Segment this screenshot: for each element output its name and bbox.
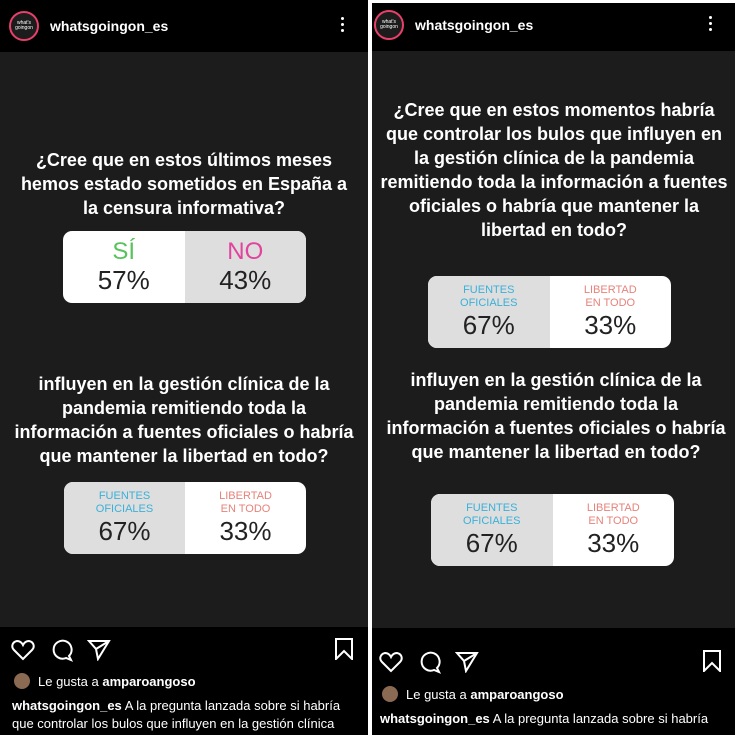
- poll-option-si: SÍ 57%: [97, 238, 150, 296]
- poll-option-fuentes: FUENTES OFICIALES 67%: [64, 482, 185, 554]
- share-icon[interactable]: [455, 651, 479, 673]
- comment-icon[interactable]: [417, 650, 441, 674]
- poll-widget-4: FUENTES OFICIALES 67% LIBERTAD EN TODO 3…: [431, 494, 674, 566]
- poll-question-2: influyen en la gestión clínica de la pan…: [14, 374, 354, 466]
- username-2[interactable]: whatsgoingon_es: [415, 17, 534, 33]
- likes-line: Le gusta a amparoangoso: [14, 673, 196, 689]
- poll-option-libertad-3: LIBERTAD EN TODO 33%: [586, 502, 640, 558]
- share-icon[interactable]: [87, 639, 111, 661]
- comment-icon[interactable]: [49, 638, 73, 662]
- profile-avatar-2[interactable]: what's goingon: [374, 10, 404, 40]
- profile-avatar[interactable]: what's goingon: [9, 11, 39, 41]
- liker-username-2[interactable]: amparoangoso: [470, 686, 564, 702]
- bookmark-icon[interactable]: [702, 650, 722, 672]
- poll-option-no: NO 43%: [184, 231, 306, 303]
- caption: whatsgoingon_es A la pregunta lanzada so…: [12, 698, 341, 731]
- liker-avatar-2: [382, 686, 398, 702]
- post-right-bottom: influyen en la gestión clínica de la pan…: [372, 366, 735, 735]
- post-left: what's goingon whatsgoingon_es ¿Cree que…: [0, 0, 368, 735]
- liker-username[interactable]: amparoangoso: [102, 673, 196, 689]
- poll-question: ¿Cree que en estos últimos meses hemos e…: [20, 150, 348, 218]
- more-options-icon[interactable]: [341, 17, 345, 32]
- poll-option-fuentes-2: FUENTES OFICIALES 67%: [428, 276, 550, 348]
- poll-option-fuentes-3: FUENTES OFICIALES 67%: [431, 494, 553, 566]
- poll-widget-3: FUENTES OFICIALES 67% LIBERTAD EN TODO 3…: [428, 276, 671, 348]
- liker-avatar: [14, 673, 30, 689]
- caption-username-2[interactable]: whatsgoingon_es: [380, 711, 490, 726]
- action-bar: [11, 638, 111, 662]
- likes-line-2: Le gusta a amparoangoso: [382, 686, 564, 702]
- action-bar-2: [379, 650, 479, 674]
- heart-icon[interactable]: [11, 639, 35, 661]
- post-header-2: what's goingon whatsgoingon_es: [374, 3, 729, 50]
- post-header: what's goingon whatsgoingon_es: [9, 1, 359, 51]
- post-right-top: what's goingon whatsgoingon_es ¿Cree que…: [372, 3, 735, 366]
- caption-2: whatsgoingon_es A la pregunta lanzada so…: [380, 711, 709, 726]
- poll-widget-2: FUENTES OFICIALES 67% LIBERTAD EN TODO 3…: [64, 482, 306, 554]
- more-options-icon-2[interactable]: [709, 16, 713, 31]
- poll-option-libertad: LIBERTAD EN TODO 33%: [219, 490, 272, 546]
- heart-icon[interactable]: [379, 651, 403, 673]
- caption-username[interactable]: whatsgoingon_es: [12, 698, 122, 713]
- poll-option-libertad-2: LIBERTAD EN TODO 33%: [583, 284, 637, 340]
- poll-question-4: influyen en la gestión clínica de la pan…: [386, 370, 726, 462]
- username[interactable]: whatsgoingon_es: [50, 18, 169, 34]
- bookmark-icon[interactable]: [334, 638, 354, 660]
- poll-widget: SÍ 57% NO 43%: [63, 231, 306, 303]
- poll-question-3: ¿Cree que en estos momentos habría que c…: [380, 100, 728, 240]
